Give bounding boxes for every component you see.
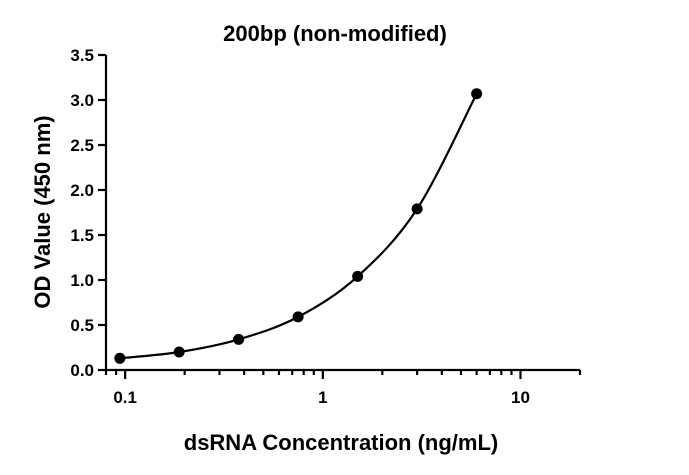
data-points [114,88,483,364]
y-tick-label: 2.0 [70,181,94,200]
y-tick-label: 1.5 [70,226,94,245]
y-tick-label: 0.5 [70,316,94,335]
y-tick-label: 3.5 [70,46,94,65]
y-axis-label: OD Value (450 nm) [30,115,55,308]
axes [104,55,580,372]
y-tick-label: 1.0 [70,271,94,290]
ticks: 0.0 0.5 1.0 1.5 2.0 2.5 3.0 3.5 0.1 1 10 [70,46,582,407]
data-point [352,270,364,282]
x-tick-label: 1 [318,388,327,407]
x-axis-label: dsRNA Concentration (ng/mL) [184,430,499,455]
x-tick-label: 10 [511,388,530,407]
data-point [233,333,245,345]
y-tick-label: 0.0 [70,361,94,380]
data-point [114,352,126,364]
data-point [292,311,304,323]
y-tick-label: 2.5 [70,136,94,155]
x-tick-label: 0.1 [113,388,137,407]
data-point [411,203,423,215]
data-point [471,88,483,100]
data-point [173,346,185,358]
y-tick-label: 3.0 [70,91,94,110]
chart-title: 200bp (non-modified) [223,21,447,46]
